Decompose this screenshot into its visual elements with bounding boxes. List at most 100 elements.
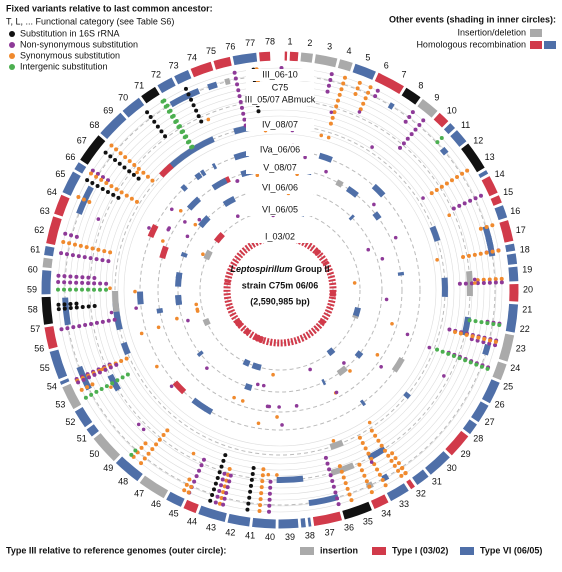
event-shading xyxy=(359,399,367,407)
variant-dot xyxy=(468,198,473,203)
variant-dot xyxy=(345,486,350,491)
contig-segment xyxy=(471,401,489,423)
variant-dot xyxy=(78,243,83,248)
variant-dot xyxy=(353,92,358,97)
contig-label: 71 xyxy=(134,80,144,90)
variant-dot xyxy=(386,453,391,458)
variant-dot xyxy=(435,347,440,352)
contig-label: 70 xyxy=(118,92,128,102)
contig-label: 17 xyxy=(516,225,526,235)
center-title: Leptospirillum Group II xyxy=(230,264,329,274)
variant-dot xyxy=(323,455,328,460)
variant-dot xyxy=(68,287,73,292)
variant-dot xyxy=(123,155,128,160)
contig-label: 22 xyxy=(520,324,530,334)
variant-dot xyxy=(111,192,116,197)
variant-dot xyxy=(331,439,336,443)
label-bg xyxy=(246,182,314,194)
contig-segment xyxy=(492,361,507,381)
variant-dot xyxy=(364,479,369,484)
variant-dot xyxy=(194,474,199,479)
swatch xyxy=(460,547,474,555)
variant-dot xyxy=(96,247,101,252)
variant-dot xyxy=(421,196,425,200)
contig-segment xyxy=(374,72,404,94)
variant-dot xyxy=(80,275,85,280)
event-shading xyxy=(180,184,188,192)
variant-dot xyxy=(74,287,79,292)
contig-segment xyxy=(141,86,160,104)
variant-dot xyxy=(72,242,77,247)
contig-segment xyxy=(44,245,55,257)
contig-segment xyxy=(46,216,62,245)
variant-dot xyxy=(86,287,91,292)
variant-dot xyxy=(335,98,340,103)
contig-segment xyxy=(183,499,199,514)
event-shading xyxy=(345,185,359,198)
variant-dot xyxy=(328,77,333,82)
variant-dot xyxy=(235,179,240,183)
event-shading xyxy=(207,81,218,91)
variant-dot xyxy=(213,500,218,505)
variant-dot xyxy=(493,277,498,282)
contig-segment xyxy=(478,170,489,178)
variant-dot xyxy=(162,98,167,103)
variant-dot xyxy=(427,345,432,350)
contig-label: 67 xyxy=(77,135,87,145)
variant-dot xyxy=(343,481,348,486)
variant-dot xyxy=(478,193,483,198)
variant-dot xyxy=(106,318,111,323)
contig-label: 66 xyxy=(65,152,75,162)
variant-dot xyxy=(347,492,352,497)
variant-dot xyxy=(357,435,362,440)
contig-label: 36 xyxy=(344,523,354,533)
variant-dot xyxy=(186,490,191,495)
variant-dot xyxy=(122,165,127,170)
event-shading xyxy=(482,343,491,356)
variant-dot xyxy=(328,121,333,126)
variant-dot xyxy=(462,201,467,206)
variant-dot xyxy=(332,110,337,115)
variant-dot xyxy=(481,277,486,282)
variant-dot xyxy=(165,103,170,108)
contig-label: 72 xyxy=(151,70,161,80)
legend-item: Substitution in 16S rRNA xyxy=(20,28,120,38)
variant-dot xyxy=(70,253,75,258)
variant-dot xyxy=(258,497,263,502)
variant-dot xyxy=(139,461,144,466)
variant-dot xyxy=(453,330,458,335)
variant-dot xyxy=(329,72,334,77)
variant-dot xyxy=(440,349,445,354)
variant-dot xyxy=(79,387,84,392)
variant-dot xyxy=(183,86,188,91)
variant-dot xyxy=(487,280,492,285)
contig-segment xyxy=(59,378,70,385)
variant-dot xyxy=(400,466,405,471)
contig-label: 18 xyxy=(520,245,530,255)
variant-dot xyxy=(76,254,81,259)
variant-dot xyxy=(61,239,66,244)
contig-segment xyxy=(259,51,271,62)
variant-dot xyxy=(465,168,470,173)
variant-dot xyxy=(97,370,102,375)
variant-dot xyxy=(245,507,250,512)
variant-dot xyxy=(308,367,312,372)
track xyxy=(123,133,437,447)
contig-label: 8 xyxy=(418,80,423,90)
variant-dot xyxy=(109,385,113,389)
variant-dot xyxy=(475,281,480,286)
variant-dot xyxy=(108,365,113,370)
ring xyxy=(199,209,361,371)
variant-dot xyxy=(62,274,67,279)
variant-dot xyxy=(260,473,265,478)
event-shading xyxy=(276,475,304,483)
event-shading xyxy=(175,274,183,287)
contig-label: 37 xyxy=(325,527,335,537)
contig-segment xyxy=(401,87,421,105)
legend-item: insertion xyxy=(320,545,358,555)
label-bg xyxy=(246,162,314,174)
contig-label: 16 xyxy=(510,206,520,216)
contig-segment xyxy=(342,501,372,520)
swatch xyxy=(300,547,314,555)
variant-dot xyxy=(461,254,466,259)
